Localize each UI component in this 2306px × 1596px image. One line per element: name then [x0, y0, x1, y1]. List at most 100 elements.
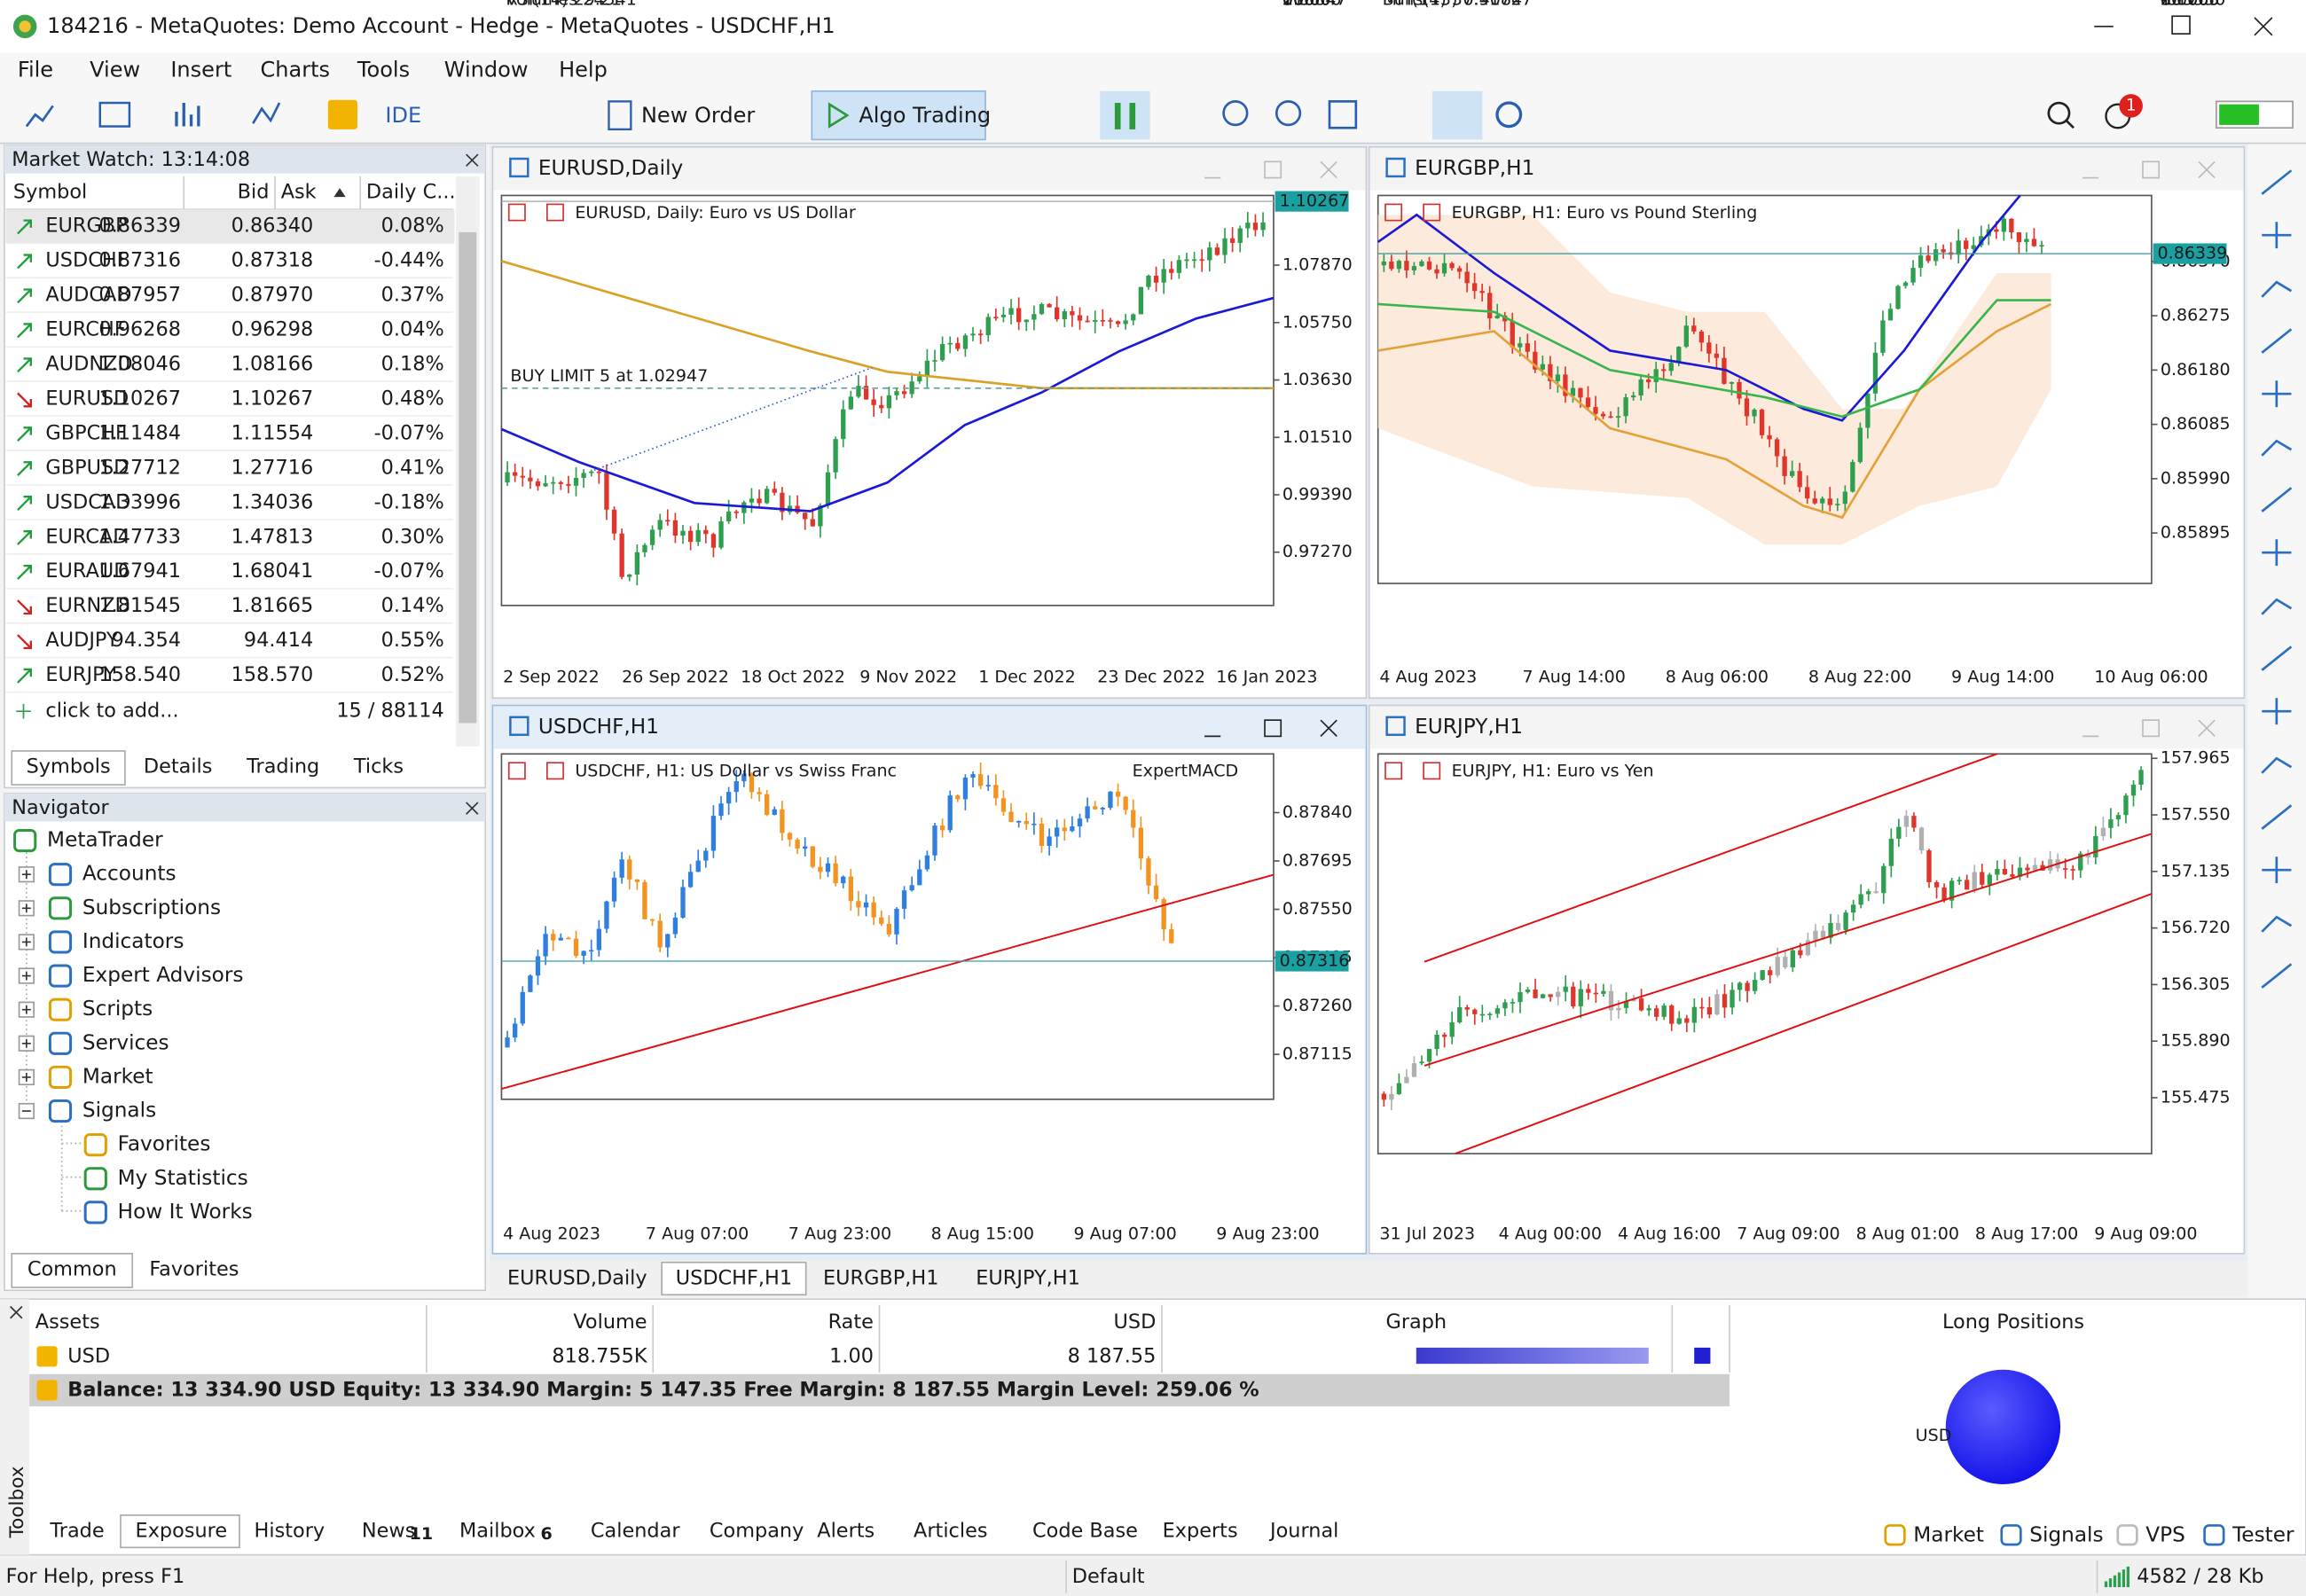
signals-button[interactable] — [327, 99, 357, 129]
chart-tab[interactable]: EURUSD,Daily — [507, 1266, 647, 1289]
close-button[interactable] — [466, 153, 479, 167]
settings-button[interactable] — [1495, 101, 1523, 129]
toolbox-tab[interactable]: Company — [710, 1520, 804, 1543]
symbol[interactable]: GBPUSD — [45, 456, 129, 479]
candles-button[interactable] — [1100, 90, 1150, 140]
tree-item[interactable]: Subscriptions — [82, 896, 221, 919]
drawing-tool[interactable] — [2261, 915, 2293, 933]
service-tab[interactable]: VPS — [2145, 1523, 2185, 1547]
chart-tab[interactable]: EURGBP,H1 — [823, 1266, 938, 1289]
search-button[interactable] — [2047, 101, 2071, 125]
menu-item[interactable]: Tools — [357, 58, 410, 82]
autoscroll-button[interactable] — [1432, 90, 1483, 140]
symbol[interactable]: USDCHF — [45, 249, 128, 272]
tab[interactable]: Symbols — [27, 755, 111, 778]
symbol[interactable]: EURAUD — [45, 559, 129, 583]
drawing-tool[interactable] — [2261, 756, 2293, 774]
toolbox-tab[interactable]: News — [362, 1520, 415, 1543]
tree-item[interactable]: My Statistics — [118, 1166, 248, 1190]
toolbox-tab[interactable]: Mailbox — [459, 1520, 536, 1543]
close-button[interactable] — [2198, 719, 2216, 737]
scrollbar-thumb[interactable] — [459, 231, 477, 724]
tree-item[interactable]: MetaTrader — [47, 828, 163, 852]
tab[interactable]: Common — [27, 1258, 117, 1281]
close-button[interactable] — [2198, 160, 2216, 179]
toolbox-tab[interactable]: Experts — [1163, 1520, 1238, 1543]
symbol[interactable]: EURUSD — [45, 387, 129, 411]
drawing-tool[interactable] — [2262, 857, 2292, 884]
new-order-button[interactable]: New Order — [641, 103, 755, 128]
tree-item[interactable]: Scripts — [82, 997, 153, 1021]
drawing-tool[interactable] — [2261, 280, 2293, 298]
close-button[interactable] — [1320, 719, 1337, 737]
drawing-tool[interactable] — [2261, 598, 2293, 615]
toolbox-tab[interactable]: History — [255, 1520, 326, 1543]
maximize-button[interactable] — [2142, 719, 2161, 738]
menu-item[interactable]: Window — [444, 58, 529, 82]
toolbox-tab[interactable]: Journal — [1268, 1520, 1338, 1543]
chart-tab[interactable]: EURJPY,H1 — [976, 1266, 1080, 1289]
toolbox-tab[interactable]: Articles — [914, 1520, 987, 1543]
algo-trading-button[interactable] — [811, 90, 986, 141]
maximize-button[interactable] — [1264, 160, 1282, 179]
menu-item[interactable]: Help — [559, 58, 608, 82]
menu-item[interactable]: File — [18, 58, 53, 82]
tile-button[interactable] — [1328, 100, 1358, 129]
drawing-tool[interactable] — [2261, 487, 2293, 512]
drawing-tool[interactable] — [2262, 539, 2292, 567]
tree-item[interactable]: Accounts — [82, 862, 176, 886]
add-symbol[interactable]: click to add... — [45, 700, 178, 723]
symbol[interactable]: AUDCAD — [45, 284, 131, 307]
symbol[interactable]: EURGBP — [45, 215, 127, 238]
menu-item[interactable]: Insert — [170, 58, 231, 82]
toolbox-tab[interactable]: Code Base — [1032, 1520, 1138, 1543]
close-button[interactable] — [466, 802, 479, 815]
ide-button[interactable]: IDE — [385, 103, 421, 128]
zoom-out-button[interactable] — [1275, 100, 1302, 127]
drawing-tool[interactable] — [2261, 439, 2293, 457]
symbol[interactable]: EURCAD — [45, 525, 128, 548]
objects-button[interactable] — [252, 102, 281, 124]
symbol[interactable]: AUDNZD — [45, 353, 132, 376]
maximize-button[interactable] — [2142, 160, 2161, 179]
new-chart-button[interactable] — [98, 101, 131, 128]
chart-tab[interactable]: USDCHF,H1 — [676, 1266, 792, 1289]
tree-item[interactable]: Expert Advisors — [82, 963, 244, 987]
drawing-tool[interactable] — [2261, 169, 2293, 195]
drawing-tool[interactable] — [2261, 328, 2293, 354]
tab[interactable]: Favorites — [149, 1258, 239, 1281]
close-button[interactable] — [2254, 17, 2273, 36]
symbol[interactable]: USDCAD — [45, 490, 130, 513]
tab[interactable]: Trading — [246, 755, 319, 778]
symbol[interactable]: GBPCHF — [45, 421, 127, 444]
toolbox-tab[interactable]: Exposure — [136, 1520, 228, 1543]
drawing-tool[interactable] — [2262, 380, 2292, 408]
toolbox-tab[interactable]: Alerts — [817, 1520, 875, 1543]
tree-item[interactable]: Services — [82, 1030, 169, 1054]
tab[interactable]: Ticks — [353, 755, 404, 778]
service-tab[interactable]: Signals — [2029, 1523, 2103, 1547]
close-button[interactable] — [1320, 160, 1337, 179]
tree-item[interactable]: Favorites — [118, 1132, 211, 1156]
drawing-tool[interactable] — [2262, 698, 2292, 725]
symbol[interactable]: EURJPY — [45, 663, 116, 686]
tree-item[interactable]: Market — [82, 1064, 153, 1088]
maximize-button[interactable] — [1264, 719, 1282, 738]
tree-item[interactable]: Signals — [82, 1099, 156, 1123]
zoom-in-button[interactable] — [1222, 100, 1249, 127]
drawing-tool[interactable] — [2261, 645, 2293, 671]
tree-item[interactable]: How It Works — [118, 1200, 253, 1224]
service-tab[interactable]: Tester — [2231, 1523, 2294, 1547]
menu-item[interactable]: View — [90, 58, 140, 82]
symbol[interactable]: AUDJPY — [45, 629, 119, 652]
tab[interactable]: Details — [144, 755, 213, 778]
toolbox-tab[interactable]: Calendar — [591, 1520, 680, 1543]
drawing-tool[interactable] — [2261, 804, 2293, 830]
line-chart-button[interactable] — [25, 105, 54, 128]
toolbox-tab[interactable]: Trade — [49, 1520, 104, 1543]
service-tab[interactable]: Market — [1913, 1523, 1984, 1547]
symbol[interactable]: EURCHF — [45, 318, 125, 341]
indicators-button[interactable] — [175, 103, 200, 127]
tree-item[interactable]: Indicators — [82, 929, 184, 953]
drawing-tool[interactable] — [2262, 222, 2292, 249]
